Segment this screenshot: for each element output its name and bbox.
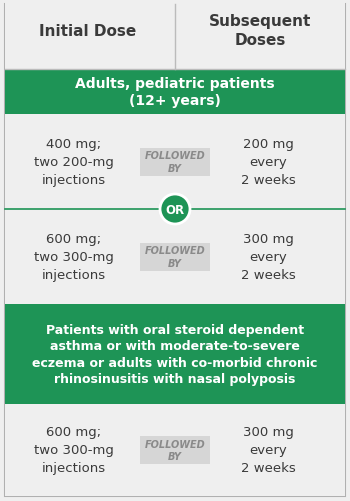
- FancyBboxPatch shape: [5, 305, 345, 404]
- Text: 600 mg;
two 300-mg
injections: 600 mg; two 300-mg injections: [34, 232, 113, 282]
- Text: 300 mg
every
2 weeks: 300 mg every 2 weeks: [241, 426, 296, 474]
- Text: Initial Dose: Initial Dose: [39, 24, 136, 39]
- FancyBboxPatch shape: [5, 209, 345, 305]
- Text: FOLLOWED
BY: FOLLOWED BY: [145, 246, 205, 268]
- FancyBboxPatch shape: [5, 404, 345, 496]
- Text: 400 mg;
two 200-mg
injections: 400 mg; two 200-mg injections: [34, 138, 113, 187]
- FancyBboxPatch shape: [140, 436, 210, 464]
- Text: 300 mg
every
2 weeks: 300 mg every 2 weeks: [241, 232, 296, 282]
- Text: Patients with oral steroid dependent
asthma or with moderate-to-severe
eczema or: Patients with oral steroid dependent ast…: [32, 323, 318, 385]
- Text: 600 mg;
two 300-mg
injections: 600 mg; two 300-mg injections: [34, 426, 113, 474]
- FancyBboxPatch shape: [5, 5, 345, 496]
- FancyBboxPatch shape: [5, 115, 345, 209]
- Text: FOLLOWED
BY: FOLLOWED BY: [145, 439, 205, 461]
- Circle shape: [160, 194, 190, 224]
- FancyBboxPatch shape: [5, 0, 345, 70]
- Text: 200 mg
every
2 weeks: 200 mg every 2 weeks: [241, 138, 296, 187]
- Text: OR: OR: [166, 203, 184, 216]
- Text: FOLLOWED
BY: FOLLOWED BY: [145, 151, 205, 173]
- Text: Adults, pediatric patients
(12+ years): Adults, pediatric patients (12+ years): [75, 77, 275, 108]
- FancyBboxPatch shape: [140, 243, 210, 271]
- FancyBboxPatch shape: [5, 70, 345, 115]
- Text: Subsequent
Doses: Subsequent Doses: [209, 14, 311, 48]
- FancyBboxPatch shape: [140, 148, 210, 176]
